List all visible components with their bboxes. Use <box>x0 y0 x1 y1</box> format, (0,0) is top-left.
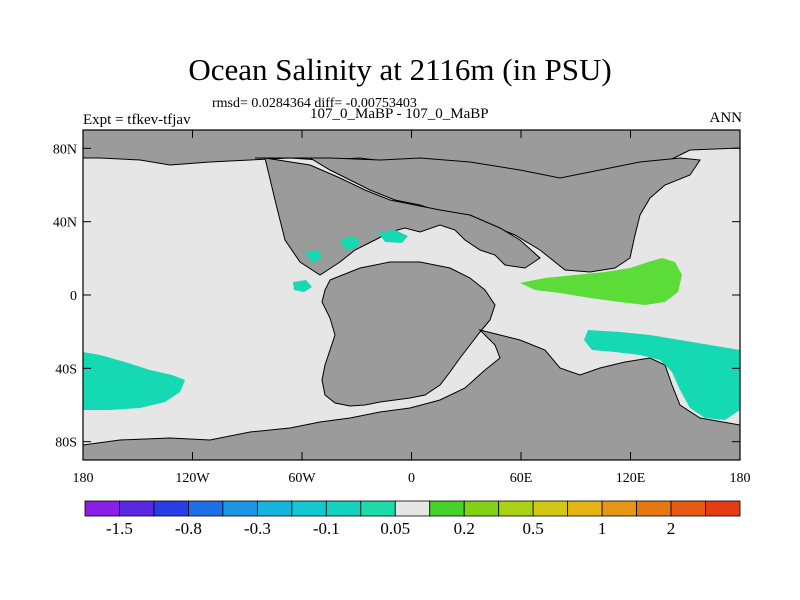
y-tick-label: 40S <box>55 362 77 377</box>
negative-anomaly-patch <box>584 330 740 420</box>
colorbar-box <box>360 500 396 517</box>
negative-anomaly-patch <box>340 236 360 250</box>
x-tick-label: 60W <box>288 471 316 486</box>
negative-anomaly-patch <box>305 250 322 263</box>
colorbar-box <box>567 500 603 517</box>
season-label: ANN <box>709 110 743 126</box>
colorbar-box <box>429 500 465 517</box>
experiment-label: Expt = tfkev-tfjav <box>83 112 191 128</box>
colorbar-box <box>84 500 120 517</box>
x-tick-label: 180 <box>73 471 94 486</box>
y-tick-label: 80N <box>53 142 77 157</box>
negative-anomaly-patch <box>378 230 408 243</box>
x-tick-label: 60E <box>510 471 533 486</box>
y-tick-label: 80S <box>55 436 77 451</box>
colorbar-box <box>463 500 500 517</box>
colorbar: -1.5 -0.8 -0.3 -0.1 0.05 0.2 0.5 1 2 <box>84 500 741 538</box>
colorbar-box <box>325 500 362 517</box>
negative-anomaly-patch <box>83 352 185 410</box>
colorbar-box <box>256 500 293 517</box>
land-south-east <box>83 329 740 460</box>
land-north-west <box>264 157 541 276</box>
colorbar-box <box>291 500 327 517</box>
colorbar-box <box>636 500 672 517</box>
colorbar-box <box>222 500 258 517</box>
plot-area <box>83 130 740 460</box>
period-label: 107_0_MaBP - 107_0_MaBP <box>310 106 489 122</box>
colorbar-box <box>705 500 741 517</box>
colorbar-box <box>153 500 189 517</box>
colorbar-label: 2 <box>667 519 676 538</box>
y-tick-label: 40N <box>53 216 77 231</box>
land-north-interior <box>255 157 701 273</box>
x-tick-label: 120E <box>616 471 646 486</box>
colorbar-label: -0.3 <box>244 519 271 538</box>
colorbar-label: 0.05 <box>380 519 410 538</box>
colorbar-box <box>670 500 706 517</box>
statistics-text: rmsd= 0.0284364 diff= -0.00753403 <box>212 96 417 111</box>
colorbar-box <box>394 500 431 517</box>
colorbar-label: 0.2 <box>454 519 475 538</box>
colorbar-label: 1 <box>598 519 607 538</box>
x-tick-label: 120W <box>175 471 210 486</box>
y-tick-label: 0 <box>70 289 77 304</box>
colorbar-label: 0.5 <box>523 519 544 538</box>
colorbar-label: -0.1 <box>313 519 340 538</box>
colorbar-label: -0.8 <box>175 519 202 538</box>
x-tick-label: 0 <box>408 471 415 486</box>
colorbar-box <box>119 500 155 517</box>
colorbar-box <box>498 500 534 517</box>
colorbar-box <box>532 500 569 517</box>
colorbar-box <box>601 500 637 517</box>
axis-ticks: 180 120W 60W 0 60E 120E 180 80N 40N 0 40S 80S <box>53 130 751 486</box>
negative-anomaly-patch <box>293 280 312 292</box>
land-south <box>321 261 496 407</box>
colorbar-box <box>188 500 224 517</box>
positive-anomaly-patch <box>520 258 682 305</box>
x-tick-label: 180 <box>730 471 751 486</box>
colorbar-label: -1.5 <box>106 519 133 538</box>
map-title: Ocean Salinity at 2116m (in PSU) <box>188 52 612 87</box>
